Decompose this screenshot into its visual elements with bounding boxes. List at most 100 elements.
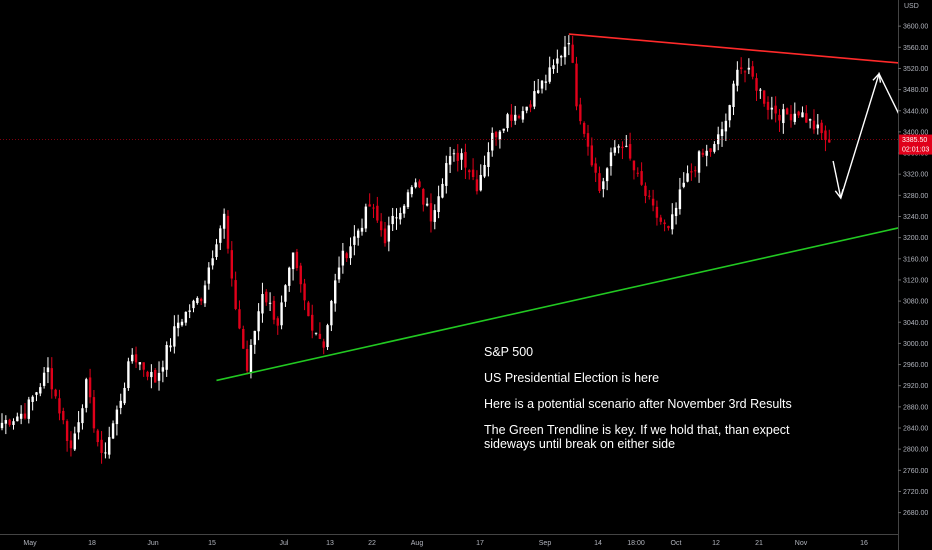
candle-body [697,151,701,173]
candle-body [65,421,69,441]
annotation-text: S&P 500 US Presidential Election is here H… [484,345,792,451]
time-tick-label: Oct [671,540,682,547]
candle-body [272,300,276,320]
candle-body [31,396,34,402]
annotation-line: sideways until break on either side [484,437,675,451]
price-tick-label: 3600.00 [903,24,928,31]
candle-body [215,244,218,257]
candle-body [299,265,302,285]
candle-body [464,151,467,168]
candle-body [621,146,624,149]
candle-body [35,392,38,395]
candle-body [222,213,226,229]
candle-body [58,398,61,414]
candle-body [663,222,666,225]
candle-body [73,433,76,450]
candle-body [828,139,831,143]
candle-body [728,105,731,121]
candle-body [778,114,781,121]
candle-body [613,147,616,153]
price-tick-label: 2800.00 [903,447,928,454]
price-tick-label: 3120.00 [903,277,928,284]
candle-body [54,389,57,397]
candle-body [422,189,425,205]
candle-body [376,205,379,221]
price-tick-label: 2840.00 [903,426,928,433]
candle-body [180,321,184,326]
candle-body [640,171,643,185]
candle-body [820,122,823,134]
candle-body [127,361,130,389]
price-tick-label: 2760.00 [903,468,928,475]
candle-body [176,322,180,329]
arrowhead-icon [872,72,882,83]
candle-body [713,144,716,152]
time-tick-label: 21 [755,540,763,547]
candle-body [39,387,42,394]
time-axis[interactable]: May 18 Jun 15 Jul 13 22 Aug 17 Sep 14 18:00 Oct 12 21 N… [0,534,898,550]
candle-body [387,225,391,242]
candle-body [598,173,601,191]
price-tick-label: 3240.00 [903,214,928,221]
candle-body [429,203,433,222]
candle-body [816,124,819,129]
time-axis-bg [0,534,898,550]
time-tick-label: 18 [88,540,96,547]
candle-body [207,267,211,284]
time-tick-label: Jun [147,540,158,547]
candle-body [559,56,563,58]
price-axis[interactable]: USD 3600.00 3560.00 3520.00 3480.00 3440.00 34… [898,0,932,550]
candle-body [146,371,149,377]
candle-body [134,354,138,363]
current-price-tag [899,134,932,155]
candle-body [789,114,793,121]
candle-body [196,297,199,304]
candle-body [460,153,463,160]
candle-body [506,114,509,129]
candle-body [479,175,482,191]
candle-body [475,179,479,192]
candle-body [529,104,532,108]
time-tick-label: 13 [326,540,334,547]
candle-body [491,132,494,151]
candle-body [0,422,4,429]
candle-body [326,325,329,348]
candle-body [667,225,670,229]
candle-body [50,368,53,390]
price-tick-label: 3200.00 [903,235,928,242]
candle-body [123,387,126,404]
candle-body [812,120,816,130]
candle-body [199,298,203,302]
candle-body [617,146,620,148]
candle-body [46,367,50,373]
candle-body [785,108,789,115]
candle-body [85,379,88,408]
candle-body [548,67,551,82]
candle-body [345,253,348,259]
candle-body [655,206,659,218]
annotation-line: US Presidential Election is here [484,371,659,385]
candle-body [586,133,590,147]
candle-body [671,214,674,230]
candle-body [173,326,176,347]
arrowhead-icon [834,189,844,200]
candle-body [770,107,774,110]
candle-body [88,377,92,398]
candle-body [4,420,8,424]
candle-body [686,173,689,182]
time-tick-label: 12 [712,540,720,547]
candle-body [138,362,142,365]
candle-body [468,170,471,173]
candle-body [318,333,322,339]
green-trendline[interactable] [216,166,932,382]
time-tick-label: 18:00 [627,540,645,547]
candle-body [556,58,559,64]
candle-body [724,120,728,132]
candle-body [709,148,712,153]
red-trendline[interactable] [568,33,932,87]
candle-body [115,409,119,425]
price-tick-label: 3520.00 [903,66,928,73]
candle-body [628,144,632,159]
